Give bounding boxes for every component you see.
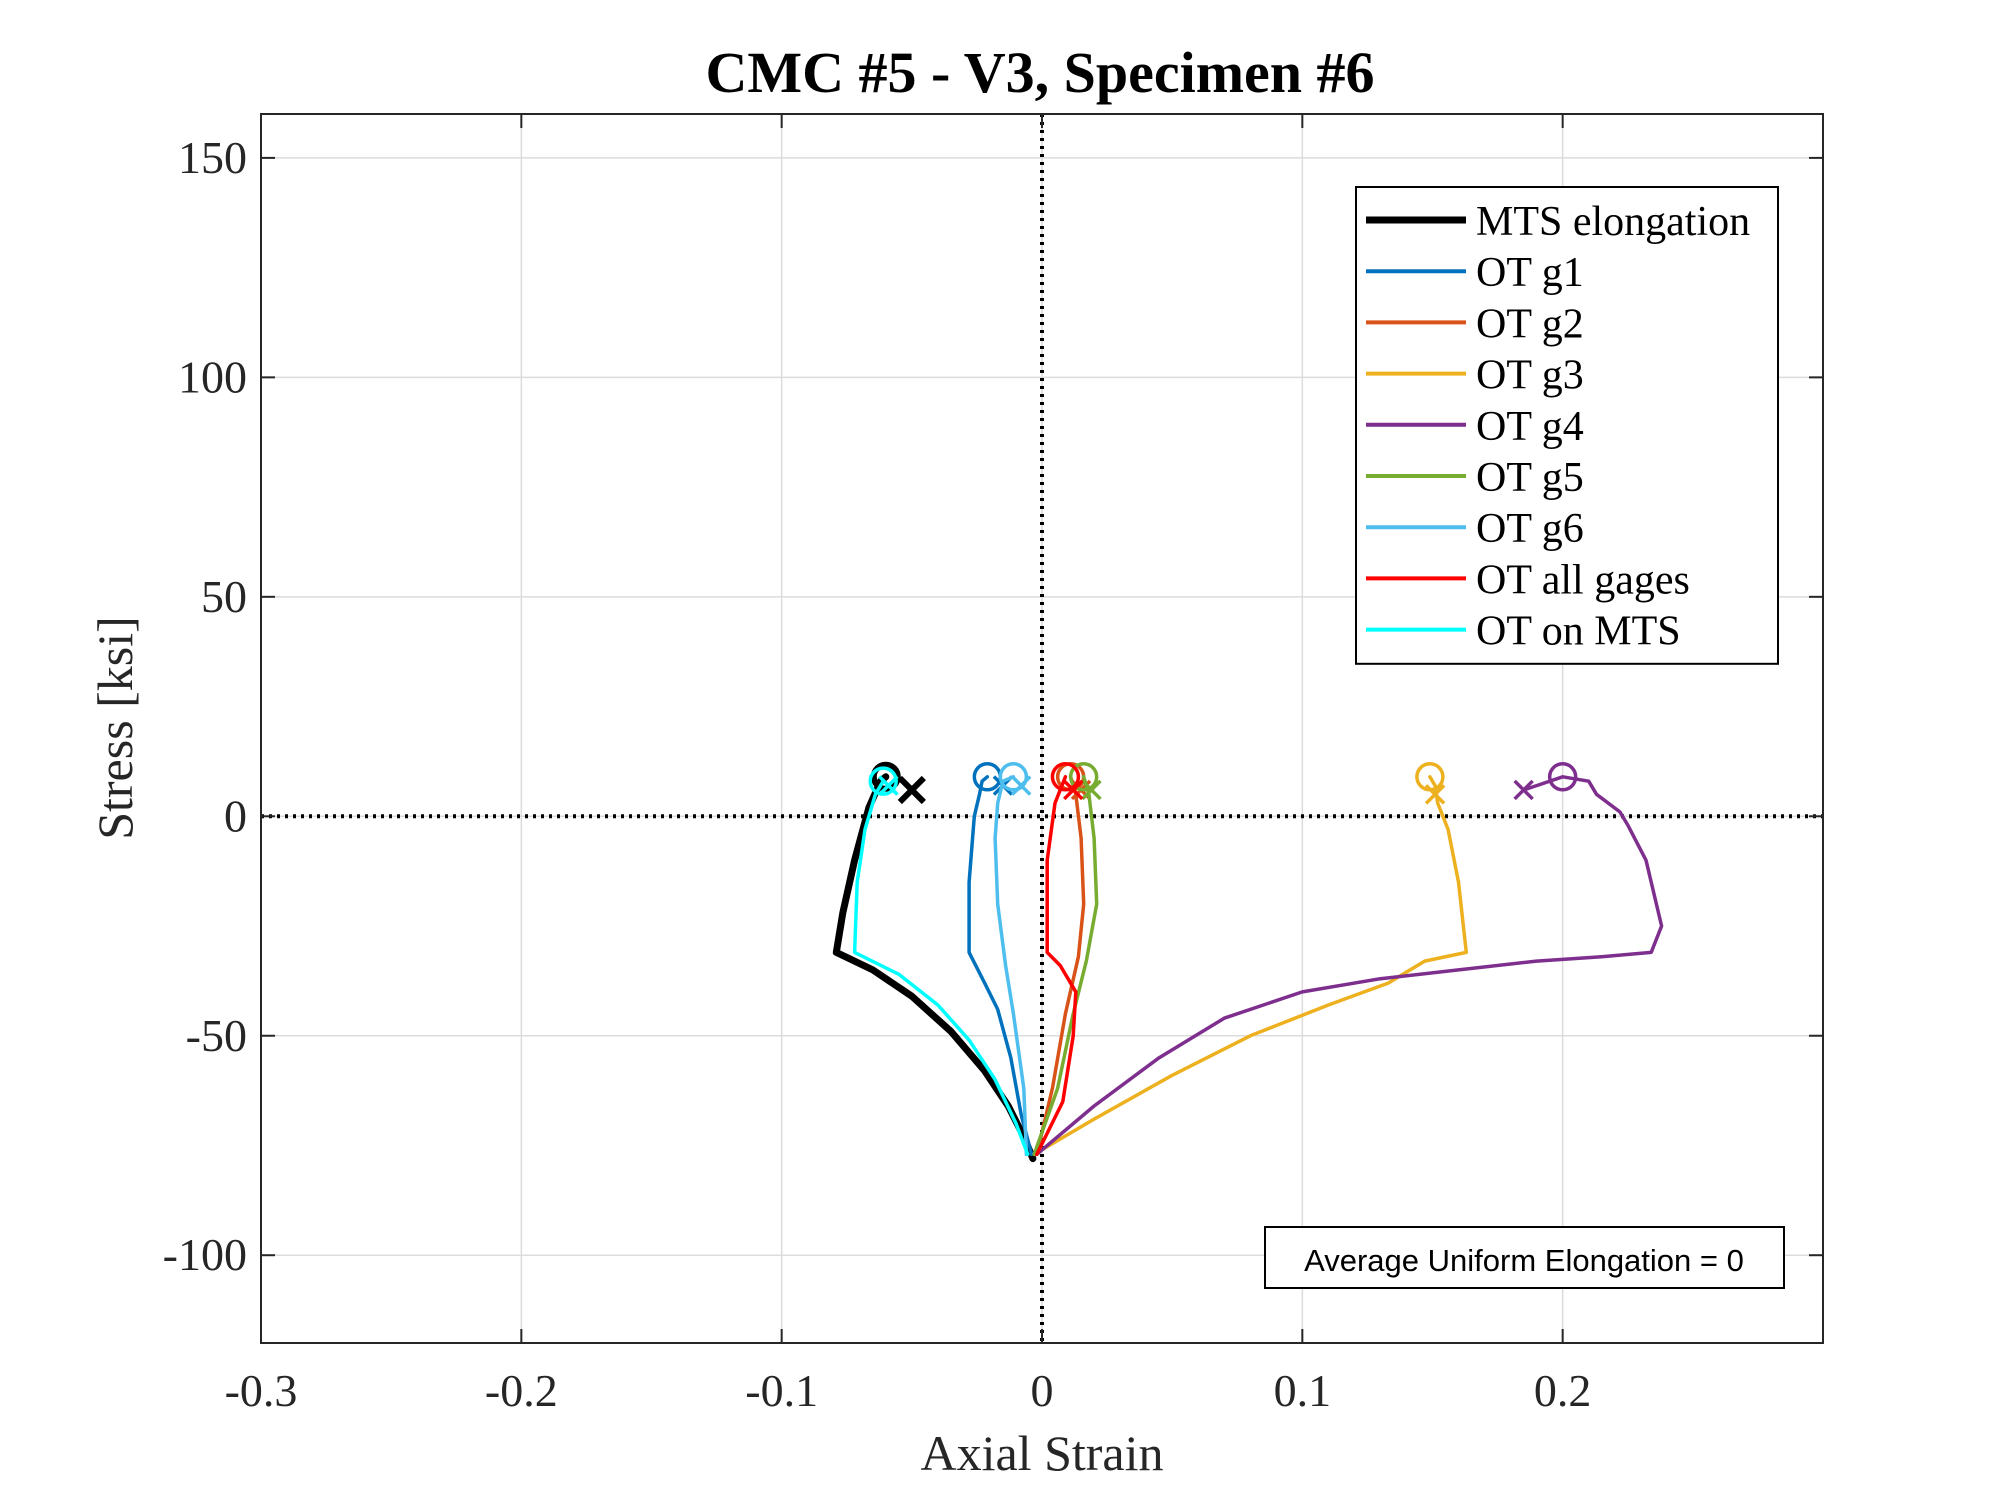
legend-label: OT g2 xyxy=(1476,301,1584,347)
start-marker-ot-g4 xyxy=(1547,762,1578,792)
x-tick-label: 0 xyxy=(1031,1365,1054,1416)
end-marker-ot-g6 xyxy=(1010,775,1032,796)
y-tick-label: -100 xyxy=(163,1229,247,1280)
axis-ticks xyxy=(260,114,1823,1343)
legend-label: OT on MTS xyxy=(1476,609,1681,655)
y-tick-label: -50 xyxy=(186,1010,247,1061)
start-marker-ot-g5 xyxy=(1068,762,1099,792)
y-axis-label: Stress [ksi] xyxy=(87,616,143,840)
end-marker-ot-all-gages xyxy=(1063,779,1084,801)
end-marker-ot-on-mts xyxy=(878,775,899,796)
series-line-ot-g4 xyxy=(1035,775,1664,1157)
annotation-text: Average Uniform Elongation = 0 xyxy=(1304,1243,1744,1278)
legend-label: OT g1 xyxy=(1476,250,1584,296)
x-axis-label: Axial Strain xyxy=(920,1425,1163,1481)
start-marker-ot-on-mts xyxy=(868,766,898,796)
x-tick-label: -0.2 xyxy=(485,1365,558,1416)
start-marker-ot-all-gages xyxy=(1050,762,1081,792)
legend-label: OT g4 xyxy=(1476,404,1584,450)
x-tick-label: 0.1 xyxy=(1274,1365,1332,1416)
y-tick-labels: -100 -50 0 50 100 150 xyxy=(163,132,247,1280)
series-line-ot-g1 xyxy=(967,775,1034,1157)
series-line-ot-all-gages xyxy=(1035,775,1078,1157)
y-tick-label: 100 xyxy=(178,351,247,402)
legend-label: OT g6 xyxy=(1476,506,1584,552)
y-tick-label: 150 xyxy=(178,132,247,183)
annotation-box: Average Uniform Elongation = 0 xyxy=(1264,1226,1785,1289)
y-tick-label: 0 xyxy=(224,790,247,841)
x-tick-label: -0.3 xyxy=(225,1365,298,1416)
end-marker-ot-g4 xyxy=(1513,779,1534,801)
x-tick-label: 0.2 xyxy=(1534,1365,1592,1416)
legend-label: OT g5 xyxy=(1476,455,1584,501)
start-marker-ot-g6 xyxy=(998,762,1029,792)
series-lines xyxy=(832,761,1664,1163)
end-marker-mts-elongation xyxy=(897,775,926,805)
legend-label: MTS elongation xyxy=(1476,199,1750,245)
legend-label: OT all gages xyxy=(1476,557,1690,603)
end-marker-ot-g3 xyxy=(1424,784,1446,805)
x-tick-labels: -0.3 -0.2 -0.1 0 0.1 0.2 xyxy=(225,1365,1592,1416)
y-tick-label: 50 xyxy=(201,571,247,622)
legend-frame xyxy=(1355,186,1779,665)
series-line-ot-g2 xyxy=(1035,775,1086,1157)
legend: MTS elongation OT g1 OT g2 OT g3 OT g4 OT g5 O… xyxy=(1355,186,1779,665)
series-line-ot-on-mts xyxy=(852,779,1030,1157)
chart-title: CMC #5 - V3, Specimen #6 xyxy=(705,40,1374,105)
legend-label: OT g3 xyxy=(1476,353,1584,399)
series-line-ot-g5 xyxy=(1032,775,1099,1157)
series-line-ot-g3 xyxy=(1032,775,1469,1157)
end-marker-ot-g5 xyxy=(1081,779,1102,801)
annotation-frame xyxy=(1264,1226,1785,1289)
x-tick-label: -0.1 xyxy=(745,1365,818,1416)
series-line-ot-g6 xyxy=(993,775,1029,1157)
